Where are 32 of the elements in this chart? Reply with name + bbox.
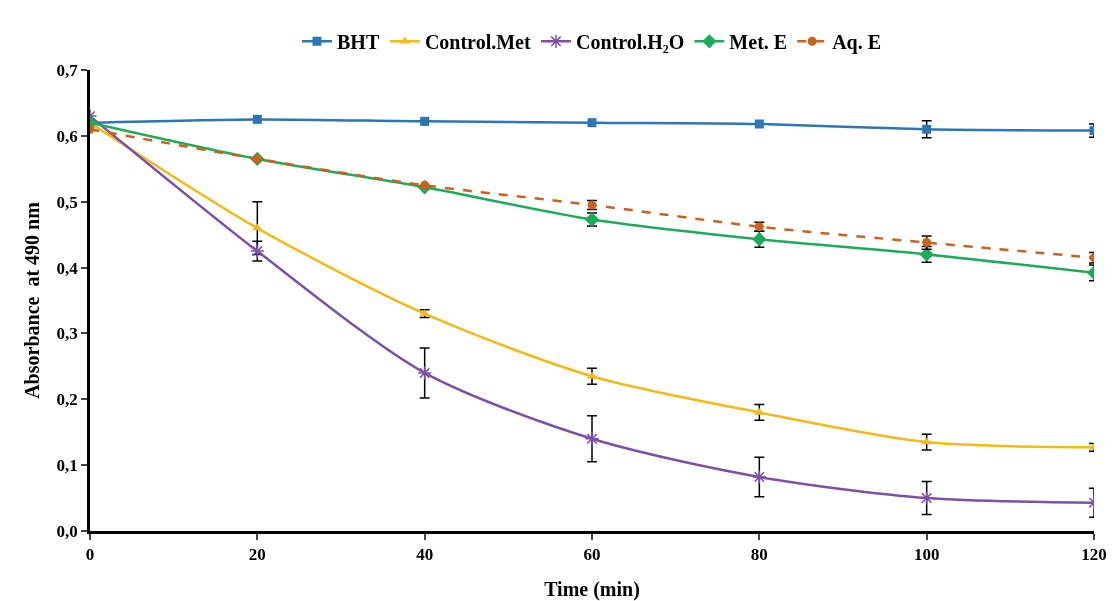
- point: [584, 431, 600, 447]
- point: [754, 119, 764, 129]
- x-axis-title: Time (min): [544, 578, 640, 601]
- point: [922, 124, 932, 134]
- y-tick-label: 0,7: [56, 60, 79, 80]
- point: [417, 365, 433, 381]
- y-tick-label: 0,1: [56, 456, 78, 476]
- point: [587, 118, 597, 128]
- legend-label: BHT: [337, 31, 380, 54]
- x-tick-label: 40: [416, 545, 434, 565]
- x-tick-label: 0: [85, 545, 95, 565]
- y-tick-label: 0,5: [56, 192, 78, 212]
- y-tick-label: 0,6: [56, 126, 78, 146]
- point: [420, 116, 430, 126]
- y-tick-label: 0,2: [56, 390, 78, 410]
- y-tick-label: 0,4: [56, 258, 79, 278]
- x-tick-label: 100: [913, 545, 940, 565]
- x-tick-label: 60: [583, 545, 601, 565]
- y-tick-label: 0,0: [56, 521, 78, 541]
- point: [754, 407, 765, 415]
- y-axis-title: Absorbance at 490 nm: [20, 201, 43, 399]
- x-tick-label: 20: [248, 545, 266, 565]
- point: [751, 469, 767, 485]
- legend-label: Aq. E: [832, 31, 882, 55]
- y-tick-label: 0,3: [56, 324, 78, 344]
- legend-label: Control.Met: [424, 31, 531, 54]
- point: [252, 114, 262, 124]
- x-tick-label: 80: [750, 545, 768, 565]
- legend-label: Control.H₂O: [575, 31, 685, 54]
- x-tick-label: 120: [1081, 545, 1107, 565]
- legend-label: Met. E: [729, 31, 788, 54]
- point: [919, 490, 935, 506]
